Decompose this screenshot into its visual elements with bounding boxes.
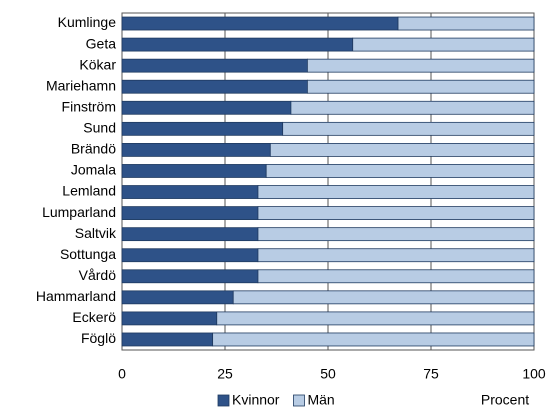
x-tick-label: 0 — [118, 366, 126, 382]
bar-segment — [282, 121, 535, 136]
bar-segment — [121, 79, 308, 94]
bar-segment — [257, 185, 535, 199]
y-tick-label: Lumparland — [42, 204, 116, 220]
bar-segment — [121, 290, 234, 305]
bar-segment — [121, 164, 267, 178]
bar-segment — [232, 290, 535, 305]
bar-segment — [290, 100, 535, 115]
bar-segment — [121, 332, 214, 347]
bar-segment — [121, 311, 218, 326]
y-tick-label: Brändö — [71, 141, 116, 157]
y-tick-label: Finström — [62, 98, 116, 114]
y-tick-label: Hammarland — [36, 288, 116, 304]
bar-segment — [257, 206, 535, 220]
bar-segment — [121, 248, 259, 263]
bar-segment — [121, 143, 271, 157]
bar-segment — [121, 100, 292, 115]
y-tick-label: Sund — [83, 120, 116, 136]
y-tick-label: Kökar — [79, 56, 116, 72]
y-tick-label: Mariehamn — [46, 77, 116, 93]
bar-segment — [121, 58, 308, 73]
bar-segment — [121, 121, 284, 136]
y-tick-label: Sottunga — [60, 246, 116, 262]
bar-segment — [216, 311, 535, 326]
legend-swatch — [217, 394, 230, 407]
x-tick-label: 75 — [423, 366, 439, 382]
y-tick-label: Vårdö — [79, 267, 117, 283]
bar-segment — [257, 248, 535, 263]
y-tick-label: Eckerö — [72, 309, 116, 325]
legend-label: Män — [307, 392, 334, 408]
legend-swatch — [293, 394, 305, 407]
y-tick-label: Saltvik — [75, 225, 117, 241]
y-tick-label: Kumlinge — [58, 14, 117, 30]
bar-segment — [121, 269, 259, 284]
bar-segment — [212, 332, 535, 347]
bar-segment — [269, 143, 535, 157]
x-tick-label: 25 — [217, 366, 233, 382]
x-tick-label: 50 — [320, 366, 336, 382]
bar-segment — [306, 58, 535, 73]
bar-segment — [352, 37, 535, 52]
bar-segment — [397, 16, 535, 31]
x-axis-label: Procent — [481, 392, 529, 408]
bar-segment — [265, 164, 535, 178]
legend-label: Kvinnor — [232, 392, 280, 408]
bar-segment — [121, 37, 354, 52]
bar-segment — [121, 227, 259, 242]
bar-segment — [257, 227, 535, 242]
bar-segment — [306, 79, 535, 94]
x-tick-label: 100 — [522, 366, 546, 382]
bar-segment — [121, 185, 259, 199]
y-tick-label: Jomala — [71, 162, 116, 178]
bar-segment — [257, 269, 535, 284]
y-tick-label: Geta — [86, 35, 117, 51]
y-tick-label: Lemland — [62, 183, 116, 199]
y-tick-label: Föglö — [81, 330, 116, 346]
bar-segment — [121, 16, 399, 31]
bar-segment — [121, 206, 259, 220]
